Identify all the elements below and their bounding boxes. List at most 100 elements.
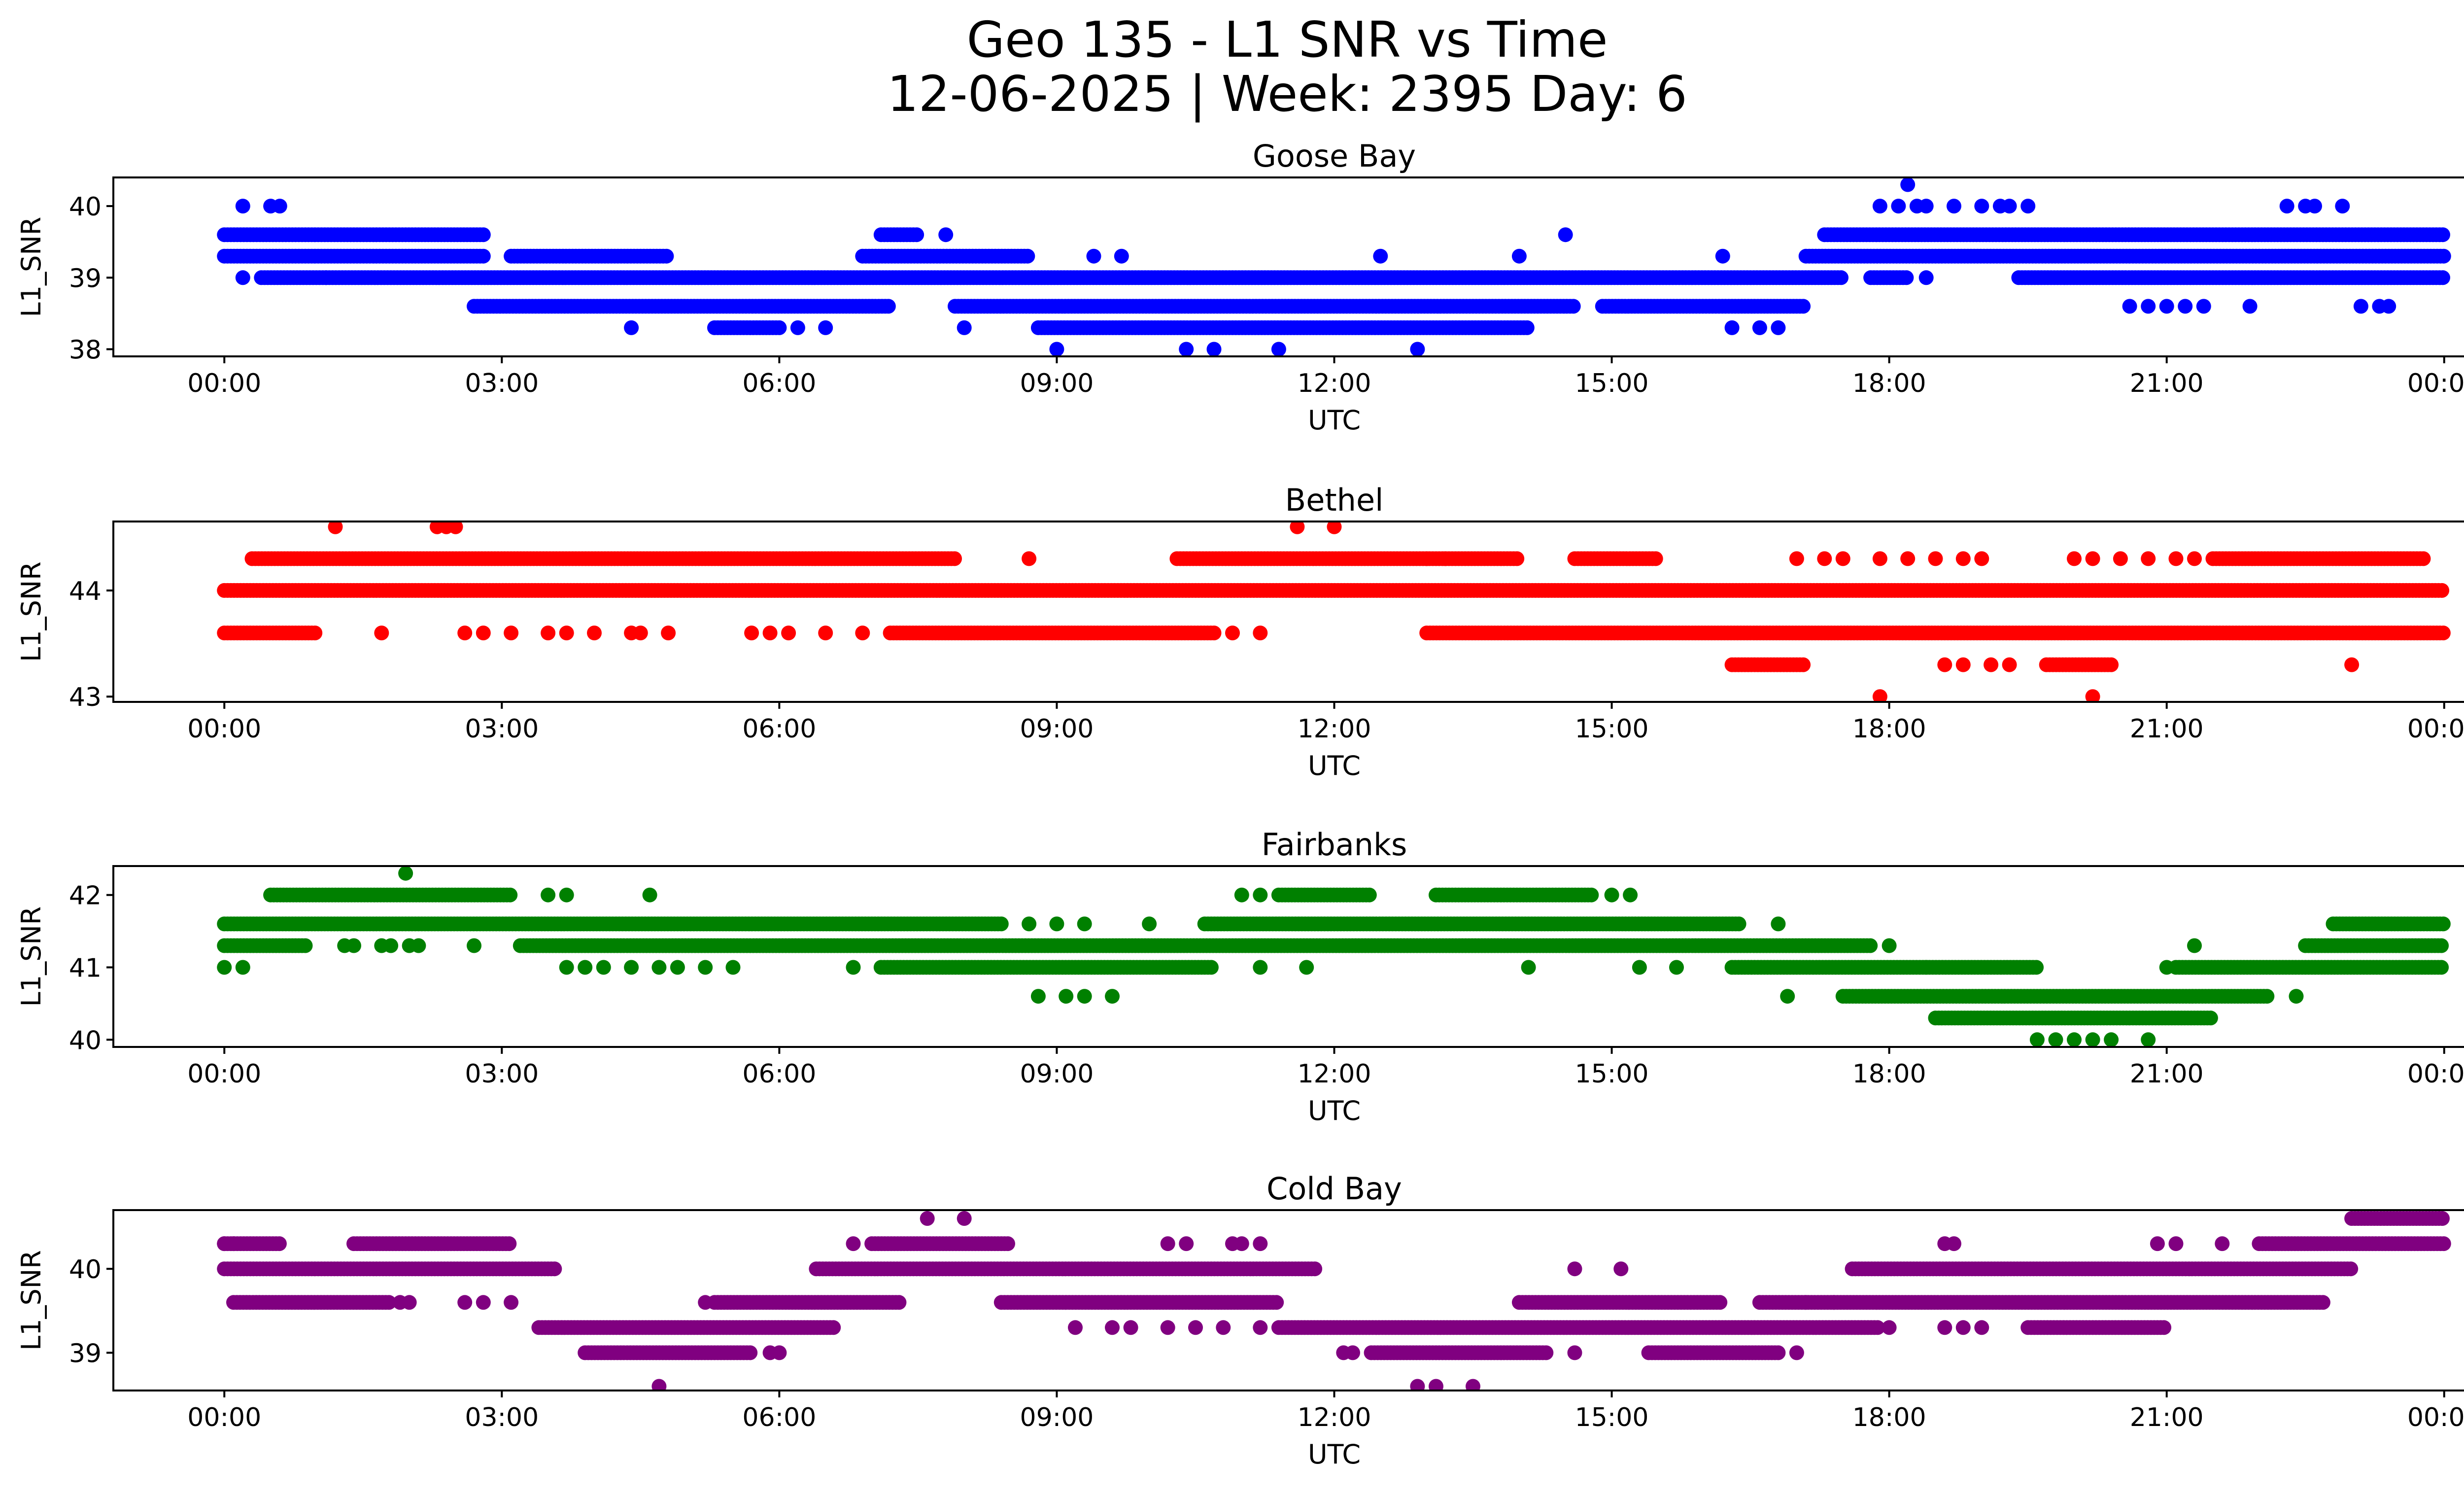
data-point [1519,320,1535,335]
x-tick-label: 00:00 [2407,369,2464,398]
data-point [2113,551,2128,566]
data-point [374,626,389,641]
data-point [633,626,648,641]
data-point [2242,299,2258,314]
data-point [1752,320,1767,335]
data-point [2435,916,2451,932]
data-point [235,199,250,214]
data-point [476,248,491,264]
data-point [1900,551,1916,566]
x-tick-label: 03:00 [465,714,539,744]
data-point [2279,199,2294,214]
data-point [2159,299,2174,314]
x-tick-label: 12:00 [1298,369,1371,398]
data-point [2381,299,2396,314]
data-point [1290,522,1305,534]
data-point [1796,657,1811,672]
data-point [2187,551,2202,566]
x-tick-label: 09:00 [1020,369,1094,398]
data-point [2344,657,2360,672]
data-point [2434,938,2449,953]
data-point [2002,657,2017,672]
data-point [2002,199,2017,214]
data-point [457,626,473,641]
data-point [476,626,491,641]
data-point [1410,342,1425,356]
data-point [1020,248,1035,264]
figure-title-line2: 12-06-2025 | Week: 2395 Day: 6 [887,65,1687,123]
data-point [2085,551,2100,566]
data-point [1558,227,1573,243]
data-point [1900,177,1916,192]
data-point [1271,342,1286,356]
data-point [1872,689,1887,702]
data-point [328,522,343,534]
data-point [1022,551,1037,566]
data-point [2178,299,2193,314]
data-point [308,626,323,641]
x-tick-label: 21:00 [2130,369,2204,398]
data-point [2416,551,2431,566]
data-point [1955,551,1971,566]
data-point [1899,270,1914,285]
data-point [818,320,833,335]
data-point [1203,960,1219,975]
data-point [2335,199,2350,214]
data-point [2434,583,2450,598]
data-point [1872,551,1887,566]
x-tick-label: 06:00 [742,714,816,744]
data-point [503,887,518,903]
data-point [272,199,287,214]
y-tick-label: 43 [69,683,102,712]
data-point [1872,199,1887,214]
subplot-title: Fairbanks [1262,827,1407,863]
data-point [772,320,787,335]
data-point [1771,320,1786,335]
data-point [2067,551,2082,566]
data-point [781,626,796,641]
data-point [2353,299,2368,314]
data-point [2141,299,2156,314]
x-axis-label: UTC [1308,750,1361,781]
data-point [2168,551,2184,566]
data-point [790,320,805,335]
scatter-series-goose-bay [217,177,2451,356]
data-point [2104,657,2119,672]
x-tick-label: 03:00 [465,369,539,398]
data-point [2435,227,2450,243]
data-point [1863,938,1878,953]
data-point [1114,248,1129,264]
y-axis-label: L1_SNR [16,561,47,662]
data-point [855,626,870,641]
x-tick-label: 09:00 [1020,714,1094,744]
data-point [235,270,250,285]
y-tick-label: 40 [69,192,102,222]
data-point [661,626,676,641]
data-point [909,227,924,243]
data-point [1206,342,1222,356]
data-point [1419,551,1435,566]
data-point [541,626,556,641]
data-point [1928,551,1943,566]
y-tick-label: 38 [69,335,102,365]
subplot-title: Goose Bay [1253,138,1416,174]
data-point [2307,199,2322,214]
data-point [587,626,602,641]
data-point [559,626,574,641]
data-point [2122,299,2137,314]
data-point [2141,551,2156,566]
data-point [1835,551,1850,566]
x-tick-label: 12:00 [1298,714,1371,744]
x-tick-label: 00:00 [187,714,261,744]
x-tick-label: 15:00 [1575,369,1649,398]
data-point [1253,626,1268,641]
data-point [1584,887,1599,903]
data-point [1796,299,1811,314]
data-point [1789,551,1804,566]
x-tick-label: 00:00 [2407,714,2464,744]
y-tick-label: 44 [69,577,102,606]
x-tick-label: 00:00 [187,369,261,398]
data-point [1918,270,1934,285]
